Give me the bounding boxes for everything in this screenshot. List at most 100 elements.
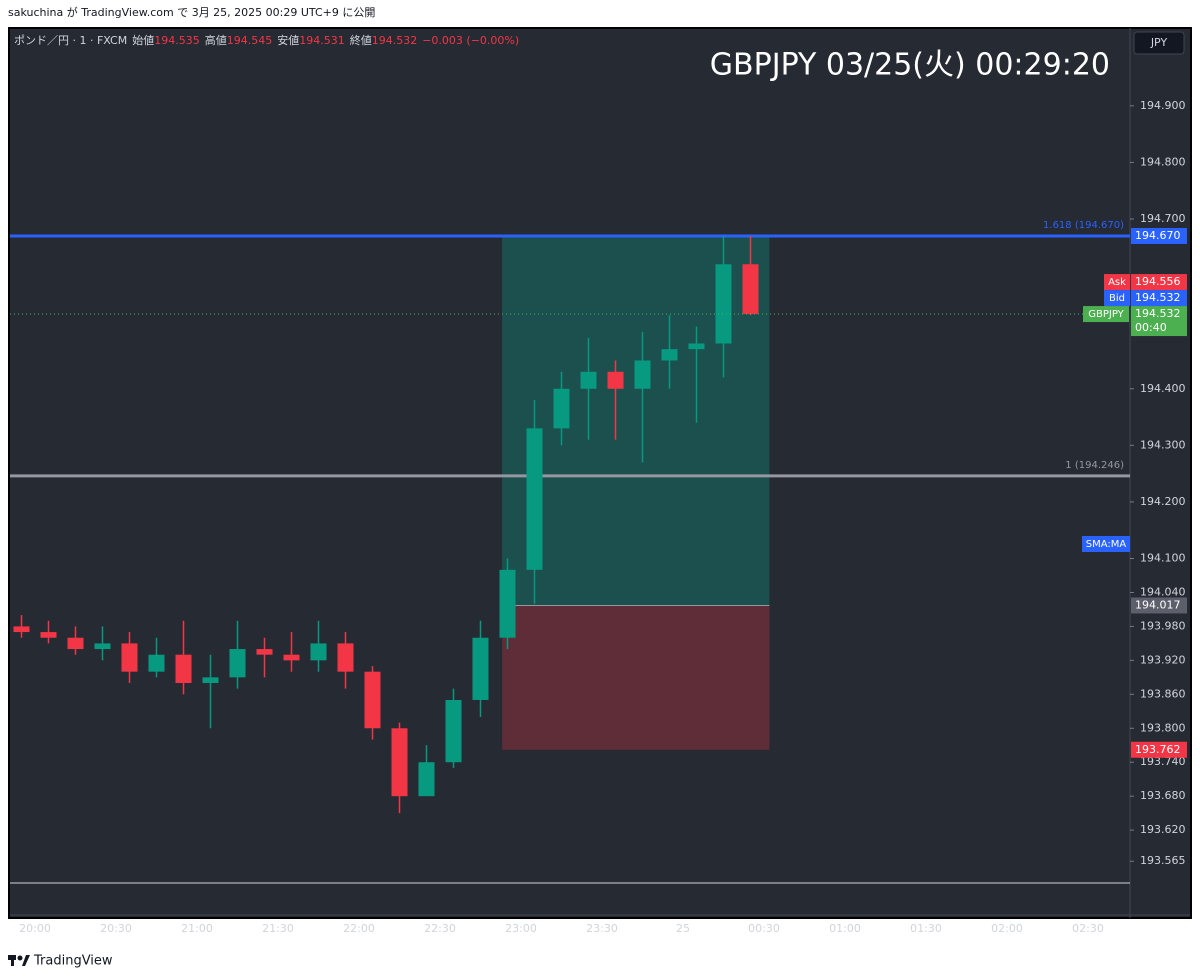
x-tick-label: 23:30 bbox=[586, 922, 618, 935]
y-tick-label: 194.400 bbox=[1140, 382, 1186, 395]
x-tick-label: 20:30 bbox=[100, 922, 132, 935]
candle-body bbox=[13, 626, 30, 633]
plot-area bbox=[10, 234, 1130, 814]
x-tick-label: 25 bbox=[676, 922, 690, 935]
candle-body bbox=[283, 654, 300, 661]
legend-value: 194.535 bbox=[154, 34, 200, 47]
y-tick-label: 194.200 bbox=[1140, 495, 1186, 508]
y-tick-label: 194.900 bbox=[1140, 99, 1186, 112]
stop-zone bbox=[502, 605, 770, 750]
quote-tag bbox=[1104, 290, 1130, 307]
legend-value: 194.532 bbox=[372, 34, 418, 47]
quote-tag-label: Ask bbox=[1108, 277, 1126, 288]
symbol-tag-label: GBPJPY bbox=[1088, 309, 1124, 320]
position-price-label: 193.762 bbox=[1135, 743, 1181, 756]
y-tick-label: 194.300 bbox=[1140, 438, 1186, 451]
currency-label: JPY bbox=[1150, 36, 1168, 49]
position-price-tag bbox=[1131, 741, 1187, 758]
legend-key: 高値 bbox=[205, 33, 227, 47]
candle-body bbox=[580, 371, 597, 389]
candle-body bbox=[391, 728, 408, 797]
candle-body bbox=[607, 371, 624, 389]
candle-body bbox=[256, 649, 273, 655]
candle-body bbox=[40, 632, 57, 638]
level-label: 1 (194.246) bbox=[1065, 460, 1124, 471]
candle-body bbox=[94, 643, 111, 650]
x-tick-label: 22:30 bbox=[424, 922, 456, 935]
legend-key: 終値 bbox=[350, 33, 372, 47]
candle-body bbox=[364, 671, 381, 729]
candle-body bbox=[67, 637, 84, 650]
x-tick-label: 02:30 bbox=[1072, 922, 1104, 935]
candle-body bbox=[526, 428, 543, 570]
y-tick-label: 193.920 bbox=[1140, 653, 1186, 666]
candle-body bbox=[445, 699, 462, 763]
chart-title: GBPJPY 03/25(火) 00:29:20 bbox=[710, 48, 1110, 83]
y-tick-label: 193.620 bbox=[1140, 823, 1186, 836]
quote-tag bbox=[1104, 274, 1130, 291]
candle-body bbox=[499, 569, 516, 638]
y-tick-label: 193.680 bbox=[1140, 789, 1186, 802]
legend-value: 194.531 bbox=[299, 34, 345, 47]
y-tick-label: 194.700 bbox=[1140, 212, 1186, 225]
y-tick-label: 193.740 bbox=[1140, 755, 1186, 768]
candle-body bbox=[688, 343, 705, 350]
x-tick-label: 21:30 bbox=[262, 922, 294, 935]
candle-body bbox=[202, 677, 219, 683]
legend-symbol: ポンド／円 · 1 · FXCM bbox=[14, 34, 127, 47]
candle-body bbox=[418, 762, 435, 797]
price-tag-label: 194.532 bbox=[1135, 291, 1181, 304]
chart-background bbox=[8, 27, 1192, 919]
candle-body bbox=[634, 360, 651, 389]
x-tick-label: 02:00 bbox=[991, 922, 1023, 935]
y-tick-label: 193.800 bbox=[1140, 721, 1186, 734]
candle-body bbox=[661, 349, 678, 361]
countdown-label: 00:40 bbox=[1135, 321, 1167, 334]
x-tick-label: 00:30 bbox=[748, 922, 780, 935]
footer-brand: TradingView bbox=[33, 954, 113, 969]
level-price-label: 194.670 bbox=[1135, 229, 1181, 242]
price-tag bbox=[1131, 290, 1187, 307]
price-tag bbox=[1131, 306, 1187, 337]
level-label: 1.618 (194.670) bbox=[1043, 220, 1124, 231]
legend-value: 194.545 bbox=[227, 34, 273, 47]
candle-body bbox=[715, 264, 732, 344]
position-price-label: 194.017 bbox=[1135, 598, 1181, 611]
candle-body bbox=[742, 264, 759, 315]
candle-body bbox=[121, 643, 138, 672]
footer-logo bbox=[8, 955, 30, 966]
position-price-tag bbox=[1131, 597, 1187, 614]
x-tick-label: 01:00 bbox=[829, 922, 861, 935]
currency-button[interactable] bbox=[1133, 31, 1185, 55]
x-tick-label: 01:30 bbox=[910, 922, 942, 935]
legend-key: 安値 bbox=[277, 33, 299, 47]
x-tick-label: 23:00 bbox=[505, 922, 537, 935]
candle-body bbox=[175, 654, 192, 683]
quote-tag-label: Bid bbox=[1109, 293, 1125, 304]
y-tick-label: 194.040 bbox=[1140, 585, 1186, 598]
level-price-tag bbox=[1131, 227, 1187, 244]
y-tick-label: 193.980 bbox=[1140, 619, 1186, 632]
candle-body bbox=[337, 643, 354, 672]
x-tick-label: 21:00 bbox=[181, 922, 213, 935]
x-tick-label: 20:00 bbox=[19, 922, 51, 935]
price-tag-label: 194.532 bbox=[1135, 307, 1181, 320]
price-tag bbox=[1131, 274, 1187, 291]
indicator-tag bbox=[1082, 536, 1130, 552]
symbol-tag bbox=[1083, 306, 1129, 323]
x-tick-label: 22:00 bbox=[343, 922, 375, 935]
candle-body bbox=[229, 649, 246, 678]
y-tick-label: 194.100 bbox=[1140, 552, 1186, 565]
price-tag-label: 194.556 bbox=[1135, 275, 1181, 288]
candle-body bbox=[553, 388, 570, 429]
y-tick-label: 193.860 bbox=[1140, 687, 1186, 700]
legend-change: −0.003 (−0.00%) bbox=[422, 34, 519, 47]
published-note: sakuchina が TradingView.com で 3月 25, 202… bbox=[8, 5, 375, 19]
candle-body bbox=[310, 643, 327, 661]
candle-body bbox=[148, 654, 165, 672]
ohlc-legend: ポンド／円 · 1 · FXCM 始値194.535 高値194.545 安値194.… bbox=[14, 33, 519, 47]
legend-key: 始値 bbox=[132, 33, 154, 47]
y-tick-label: 193.565 bbox=[1140, 854, 1186, 867]
indicator-label: SMA:MA bbox=[1086, 539, 1127, 550]
